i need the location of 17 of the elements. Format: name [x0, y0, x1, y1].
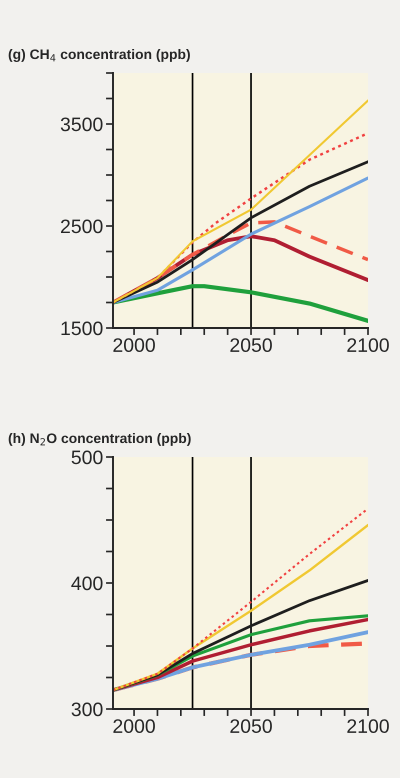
y-tick-label: 3500: [60, 117, 103, 132]
x-tick-label: 2100: [347, 338, 389, 352]
chart-title: (g) CH$_{4}$ concentration (ppb): [8, 48, 190, 62]
line-series: [113, 99, 368, 304]
y-tick-label: 500: [72, 450, 103, 464]
y-tick-label: 400: [71, 576, 103, 590]
x-tick-label: 2000: [113, 719, 155, 734]
x-tick-label: 2100: [347, 719, 389, 734]
x-tick-label: 2000: [113, 338, 155, 352]
line-series: [113, 284, 368, 323]
y-tick-label: 2500: [61, 219, 103, 234]
line-series: [113, 132, 368, 304]
y-tick-label: 300: [72, 702, 103, 716]
x-tick-label: 2050: [230, 338, 272, 352]
x-tick-label: 2050: [230, 719, 272, 734]
y-tick-label: 1500: [62, 321, 103, 336]
chart-title: (h) N$_{2}$O concentration (ppb): [8, 432, 191, 446]
